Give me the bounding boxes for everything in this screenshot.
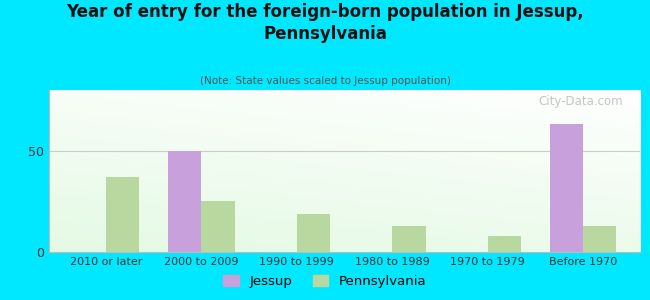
Bar <box>168 151 202 252</box>
Bar <box>297 214 330 252</box>
Bar <box>202 201 235 252</box>
Bar <box>583 226 616 252</box>
Bar <box>392 226 426 252</box>
Text: City-Data.com: City-Data.com <box>538 95 623 108</box>
Legend: Jessup, Pennsylvania: Jessup, Pennsylvania <box>218 270 432 293</box>
Text: (Note: State values scaled to Jessup population): (Note: State values scaled to Jessup pop… <box>200 76 450 86</box>
Text: Year of entry for the foreign-born population in Jessup,
Pennsylvania: Year of entry for the foreign-born popul… <box>66 3 584 43</box>
Bar <box>488 236 521 252</box>
Bar <box>550 124 583 252</box>
Bar <box>106 177 139 252</box>
